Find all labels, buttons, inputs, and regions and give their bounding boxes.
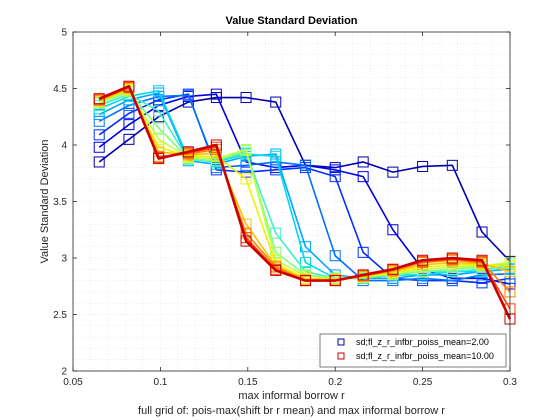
data-point	[357, 269, 369, 281]
data-point	[93, 108, 105, 120]
data-point	[182, 146, 194, 158]
y-tick-label: 3	[61, 254, 67, 265]
y-tick-label: 4.5	[53, 84, 67, 95]
data-point	[240, 92, 252, 104]
series-line	[98, 92, 511, 280]
data-point	[93, 156, 105, 168]
data-point	[387, 224, 399, 236]
data-point	[329, 250, 341, 262]
legend-entry-1: sd;fl_z_r_infbr_poiss_mean=2.00	[356, 337, 489, 347]
data-point	[153, 153, 165, 165]
y-tick-label: 2	[61, 367, 67, 378]
data-point	[270, 264, 282, 276]
data-point	[270, 150, 282, 162]
data-point	[299, 257, 311, 269]
data-point	[240, 144, 252, 156]
data-point	[123, 133, 135, 145]
series-line	[98, 88, 511, 281]
legend-entry-2: sd;fl_z_r_infbr_poiss_mean=10.00	[356, 351, 494, 361]
data-point	[329, 164, 341, 176]
data-point	[387, 166, 399, 178]
data-point	[210, 139, 222, 151]
y-tick-label: 2.5	[53, 310, 67, 321]
data-point	[93, 115, 105, 127]
legend-box	[319, 333, 507, 368]
data-point	[270, 96, 282, 108]
x-tick-label: 0.2	[328, 377, 342, 388]
legend-marker-2	[337, 352, 345, 360]
data-point	[123, 119, 135, 131]
series-14	[93, 80, 516, 325]
data-point	[476, 226, 488, 238]
data-point	[93, 93, 105, 105]
data-point	[240, 166, 252, 178]
data-point	[357, 156, 369, 168]
data-point	[299, 159, 311, 171]
x-tick-label: 0.05	[63, 377, 83, 388]
y-tick-label: 3.5	[53, 197, 67, 208]
data-point	[153, 122, 165, 134]
x-tick-label: 0.25	[413, 377, 433, 388]
series-line	[98, 89, 511, 280]
y-tick-label: 5	[61, 28, 67, 39]
data-point	[93, 141, 105, 153]
data-point	[476, 254, 488, 266]
legend: sd;fl_z_r_infbr_poiss_mean=2.00 sd;fl_z_…	[319, 333, 507, 368]
x-tick-label: 0.1	[153, 377, 167, 388]
data-point	[299, 275, 311, 287]
y-tick-label: 4	[61, 141, 67, 152]
data-point	[240, 173, 252, 185]
x-tick-label: 0.3	[503, 377, 517, 388]
data-point	[153, 105, 165, 117]
series-layer	[93, 80, 516, 325]
data-point	[210, 88, 222, 100]
y-axis-label: Value Standard Deviation	[39, 140, 51, 264]
chart-title: Value Standard Deviation	[225, 15, 357, 27]
legend-marker-1	[337, 338, 345, 346]
x-axis-label: max informal borrow r	[238, 390, 345, 402]
series-line	[98, 94, 511, 282]
data-point	[417, 254, 429, 266]
data-point	[357, 171, 369, 183]
data-point	[123, 107, 135, 119]
data-point	[240, 235, 252, 247]
x-tick-label: 0.15	[238, 377, 258, 388]
data-point	[123, 80, 135, 92]
series-line	[98, 84, 512, 320]
data-point	[446, 252, 458, 264]
data-point	[387, 263, 399, 275]
figure-caption: full grid of: pois-max(shift br r mean) …	[138, 405, 445, 417]
data-point	[446, 159, 458, 171]
data-point	[329, 171, 341, 183]
data-point	[93, 129, 105, 141]
data-point	[182, 89, 194, 101]
data-point	[476, 277, 488, 289]
data-point	[153, 85, 165, 97]
data-point	[417, 160, 429, 172]
data-point	[329, 275, 341, 287]
data-point	[357, 246, 369, 258]
ticks: 0.05 0.1 0.15 0.2 0.25 0.3 2 2.5 3 3.5 4 4.5 5	[53, 28, 517, 389]
